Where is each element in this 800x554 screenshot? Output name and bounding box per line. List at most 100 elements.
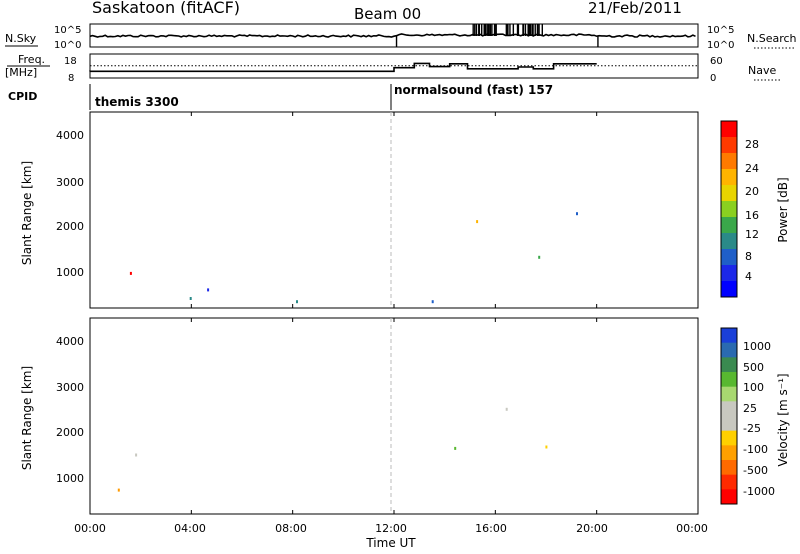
noise-spikes	[395, 24, 599, 47]
power-data	[129, 212, 578, 304]
x-axis: 00:00 04:00 08:00 12:00 16:00 20:00 00:0…	[74, 112, 708, 550]
data-cell	[431, 300, 434, 304]
colorbar-segment	[721, 249, 737, 266]
velocity-ytick-3000: 3000	[56, 381, 84, 394]
data-cell	[538, 255, 541, 259]
colorbar-segment	[721, 474, 737, 490]
power-colorbar-ticks: 28 24 20 16 12 8 4	[745, 138, 759, 283]
noise-left-tick-bottom: 10^0	[54, 40, 81, 51]
data-cell	[135, 453, 138, 457]
power-ytick-2000: 2000	[56, 220, 84, 233]
velocity-ytick-1000: 1000	[56, 472, 84, 485]
vel-cbtick-m1000: -1000	[743, 485, 775, 498]
colorbar-segment	[721, 169, 737, 186]
freq-tick-bottom: 8	[68, 73, 74, 84]
colorbar-segment	[721, 401, 737, 417]
power-ytick-1000: 1000	[56, 266, 84, 279]
data-cell	[129, 271, 132, 275]
power-colorbar	[721, 121, 737, 298]
x-axis-label: Time UT	[365, 536, 416, 550]
data-cell	[189, 297, 192, 300]
noise-panel: N.Sky 10^5 10^0 10^5 10^0 N.Search	[5, 23, 797, 51]
velocity-data	[117, 407, 548, 492]
colorbar-segment	[721, 153, 737, 170]
colorbar-segment	[721, 328, 737, 344]
power-ytick-3000: 3000	[56, 176, 84, 189]
colorbar-segment	[721, 489, 737, 505]
power-ytick-4000: 4000	[56, 129, 84, 142]
xtick-0000: 00:00	[74, 522, 106, 535]
noise-left-tick-top: 10^5	[54, 25, 81, 36]
power-cbtick-4: 4	[745, 270, 752, 283]
vel-cbtick-1000: 1000	[743, 340, 771, 353]
xtick-1200: 12:00	[375, 522, 407, 535]
freq-label-1: Freq.	[18, 53, 45, 66]
nave-tick-bottom: 0	[710, 73, 716, 84]
xtick-2000: 20:00	[576, 522, 608, 535]
velocity-panel: Slant Range [km] 4000 3000 2000 1000 100…	[20, 317, 790, 515]
freq-label-2: [MHz]	[5, 66, 37, 79]
data-cell	[117, 488, 120, 492]
power-cbtick-24: 24	[745, 162, 759, 175]
x-tick-marks	[89, 112, 699, 514]
cpid-segment-2: normalsound (fast) 157	[394, 83, 553, 97]
data-cell	[576, 212, 578, 216]
cpid-row: CPID themis 3300 normalsound (fast) 157	[8, 83, 553, 110]
vel-cbtick-100: 100	[743, 381, 764, 394]
data-cell	[476, 220, 479, 224]
date-label: 21/Feb/2011	[588, 0, 682, 17]
power-ylabel: Slant Range [km]	[20, 161, 34, 265]
nave-tick-top: 60	[710, 56, 723, 67]
velocity-colorbar-label: Velocity [m s⁻¹]	[776, 373, 790, 466]
xtick-1600: 16:00	[475, 522, 507, 535]
title: Saskatoon (fitACF)	[92, 0, 240, 17]
velocity-ylabel: Slant Range [km]	[20, 366, 34, 470]
power-panel: Slant Range [km] 4000 3000 2000 1000 28 …	[20, 111, 790, 309]
data-cell	[545, 445, 548, 449]
velocity-colorbar	[721, 328, 737, 505]
colorbar-segment	[721, 265, 737, 282]
velocity-colorbar-ticks: 1000 500 100 25 -25 -100 -500 -1000	[743, 340, 775, 498]
colorbar-segment	[721, 233, 737, 250]
velocity-ytick-4000: 4000	[56, 335, 84, 348]
colorbar-segment	[721, 386, 737, 402]
power-cbtick-16: 16	[745, 209, 759, 222]
vel-cbtick-m500: -500	[743, 464, 768, 477]
colorbar-segment	[721, 460, 737, 476]
colorbar-segment	[721, 281, 737, 298]
frequency-line	[89, 62, 597, 73]
power-cbtick-8: 8	[745, 250, 752, 263]
vel-cbtick-m100: -100	[743, 443, 768, 456]
colorbar-segment	[721, 201, 737, 218]
cpid-segment-1: themis 3300	[95, 95, 179, 109]
freq-panel: Freq. [MHz] 18 8 60 0 Nave	[5, 53, 780, 84]
vel-cbtick-25: 25	[743, 402, 757, 415]
colorbar-segment	[721, 430, 737, 446]
colorbar-segment	[721, 121, 737, 138]
xtick-0400: 04:00	[174, 522, 206, 535]
vel-cbtick-500: 500	[743, 361, 764, 374]
data-cell	[296, 300, 298, 304]
power-colorbar-label: Power [dB]	[776, 177, 790, 242]
vel-cbtick-m25: -25	[743, 422, 761, 435]
power-cbtick-28: 28	[745, 138, 759, 151]
power-cbtick-12: 12	[745, 228, 759, 241]
colorbar-segment	[721, 185, 737, 202]
noise-right-tick-bottom: 10^0	[707, 40, 734, 51]
colorbar-segment	[721, 217, 737, 234]
freq-tick-top: 18	[64, 56, 77, 67]
colorbar-segment	[721, 445, 737, 461]
data-cell	[505, 407, 508, 411]
noise-left-label: N.Sky	[5, 32, 37, 45]
colorbar-segment	[721, 137, 737, 154]
colorbar-segment	[721, 357, 737, 373]
colorbar-segment	[721, 342, 737, 358]
beam-label: Beam 00	[354, 5, 421, 23]
noise-right-tick-top: 10^5	[707, 25, 734, 36]
nave-label: Nave	[748, 64, 776, 77]
xtick-0800: 08:00	[275, 522, 307, 535]
power-cbtick-20: 20	[745, 185, 759, 198]
data-cell	[454, 446, 457, 450]
velocity-ytick-2000: 2000	[56, 426, 84, 439]
